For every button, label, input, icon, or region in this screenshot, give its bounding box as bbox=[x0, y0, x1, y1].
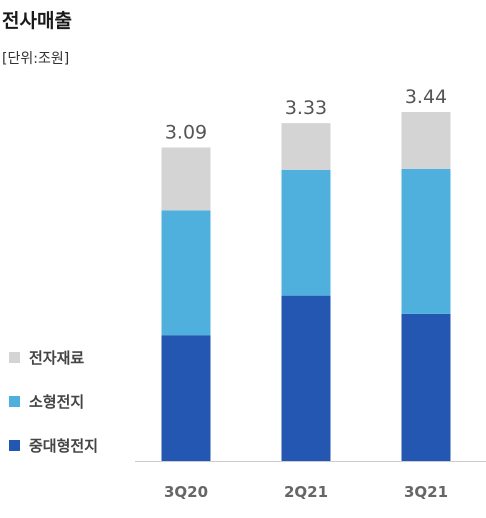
legend-label-large-battery: 중대형전지 bbox=[29, 436, 99, 455]
bar-small-battery-3q21 bbox=[401, 168, 451, 314]
x-tick-label-3q20: 3Q20 bbox=[164, 483, 208, 501]
bar-large-battery-3q20 bbox=[161, 335, 211, 461]
legend-item-small-battery: 소형전지 bbox=[9, 392, 98, 411]
bar-electronic-materials-2q21 bbox=[281, 123, 331, 170]
legend-swatch-small-battery bbox=[9, 395, 20, 407]
legend-item-large-battery: 중대형전지 bbox=[9, 436, 99, 455]
bar-electronic-materials-3q21 bbox=[401, 112, 451, 169]
legend-item-electronic-materials: 전자재료 bbox=[9, 348, 98, 367]
x-tick-label-2q21: 2Q21 bbox=[284, 483, 328, 501]
total-label-3q21: 3.44 bbox=[405, 86, 447, 108]
bar-large-battery-3q21 bbox=[401, 313, 451, 461]
x-tick-label-3q21: 3Q21 bbox=[404, 483, 448, 501]
legend-label-electronic-materials: 전자재료 bbox=[29, 348, 85, 367]
bar-large-battery-2q21 bbox=[281, 295, 331, 461]
bar-small-battery-2q21 bbox=[281, 169, 331, 296]
legend-swatch-electronic-materials bbox=[9, 351, 20, 363]
legend: 전자재료 소형전지 중대형전지 bbox=[9, 348, 98, 480]
bar-electronic-materials-3q20 bbox=[161, 147, 211, 211]
bar-small-battery-3q20 bbox=[161, 210, 211, 336]
unit-label: [단위:조원] bbox=[2, 51, 70, 67]
chart-title: 전사매출 bbox=[2, 10, 72, 32]
total-label-2q21: 3.33 bbox=[285, 97, 327, 119]
legend-swatch-large-battery bbox=[9, 439, 20, 451]
legend-label-small-battery: 소형전지 bbox=[29, 392, 85, 411]
total-label-3q20: 3.09 bbox=[165, 122, 207, 144]
